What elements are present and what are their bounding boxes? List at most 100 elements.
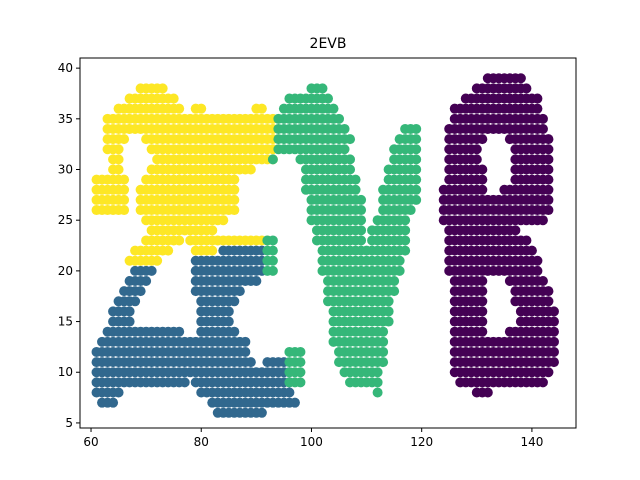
data-point <box>411 144 422 155</box>
data-point <box>526 245 537 256</box>
data-point <box>543 154 554 165</box>
data-point <box>548 326 559 337</box>
data-point <box>510 225 521 236</box>
data-point <box>372 387 383 398</box>
data-point <box>411 134 422 145</box>
data-point <box>477 286 488 297</box>
data-point <box>240 336 251 347</box>
data-point <box>521 235 532 246</box>
data-point <box>389 286 400 297</box>
x-tick-label: 60 <box>83 435 98 449</box>
data-point <box>532 255 543 266</box>
data-point <box>295 357 306 368</box>
data-point <box>400 245 411 256</box>
data-point <box>113 154 124 165</box>
y-axis: 5 10 15 20 25 30 35 40 <box>58 61 80 430</box>
data-point <box>267 235 278 246</box>
data-point <box>543 296 554 307</box>
data-point <box>537 377 548 388</box>
data-point <box>284 387 295 398</box>
data-point <box>345 134 356 145</box>
data-point <box>251 276 262 287</box>
data-point <box>207 245 218 256</box>
data-point <box>245 357 256 368</box>
data-point <box>543 205 554 216</box>
data-point <box>411 194 422 205</box>
data-point <box>245 164 256 175</box>
data-point <box>356 235 367 246</box>
data-point <box>383 316 394 327</box>
data-point <box>532 93 543 104</box>
data-point <box>295 367 306 378</box>
data-point <box>477 306 488 317</box>
data-point <box>482 387 493 398</box>
data-point <box>267 154 278 165</box>
data-point <box>119 205 130 216</box>
data-point <box>477 184 488 195</box>
data-point <box>372 377 383 388</box>
data-point <box>119 184 130 195</box>
data-point <box>317 83 328 94</box>
x-tick-label: 140 <box>520 435 543 449</box>
data-point <box>267 265 278 276</box>
data-point <box>256 103 267 114</box>
data-point <box>229 205 240 216</box>
data-point <box>174 235 185 246</box>
series-3 <box>438 73 559 398</box>
data-point <box>537 276 548 287</box>
data-point <box>543 194 554 205</box>
data-point <box>218 215 229 226</box>
data-point <box>108 397 119 408</box>
data-point <box>378 326 389 337</box>
y-tick-label: 40 <box>58 61 73 75</box>
data-point <box>356 205 367 216</box>
data-point <box>256 407 267 418</box>
data-point <box>543 367 554 378</box>
data-point <box>532 103 543 114</box>
data-point <box>537 215 548 226</box>
data-point <box>411 174 422 185</box>
data-point <box>229 194 240 205</box>
data-point <box>477 134 488 145</box>
data-point <box>543 174 554 185</box>
data-point <box>174 326 185 337</box>
series-2 <box>262 83 422 398</box>
data-point <box>548 346 559 357</box>
data-point <box>471 154 482 165</box>
data-point <box>229 184 240 195</box>
series-0 <box>91 83 278 266</box>
data-point <box>543 144 554 155</box>
x-tick-label: 80 <box>194 435 209 449</box>
data-point <box>267 255 278 266</box>
data-point <box>471 144 482 155</box>
data-point <box>113 387 124 398</box>
data-point <box>372 367 383 378</box>
data-point <box>356 215 367 226</box>
data-point <box>543 184 554 195</box>
data-point <box>543 164 554 175</box>
data-point <box>119 134 130 145</box>
data-point <box>537 113 548 124</box>
data-point <box>124 306 135 317</box>
data-point <box>477 316 488 327</box>
data-point <box>179 377 190 388</box>
series-1 <box>91 245 300 418</box>
data-point <box>378 357 389 368</box>
data-point <box>350 184 361 195</box>
data-point <box>394 265 405 276</box>
data-point <box>350 174 361 185</box>
data-point <box>548 357 559 368</box>
data-point <box>229 326 240 337</box>
data-point <box>334 113 345 124</box>
data-point <box>113 144 124 155</box>
data-point <box>152 255 163 266</box>
data-point <box>345 154 356 165</box>
y-tick-label: 35 <box>58 112 73 126</box>
data-point <box>477 296 488 307</box>
data-point <box>130 296 141 307</box>
data-point <box>124 316 135 327</box>
data-point <box>477 164 488 175</box>
data-point <box>543 134 554 145</box>
data-point <box>383 296 394 307</box>
